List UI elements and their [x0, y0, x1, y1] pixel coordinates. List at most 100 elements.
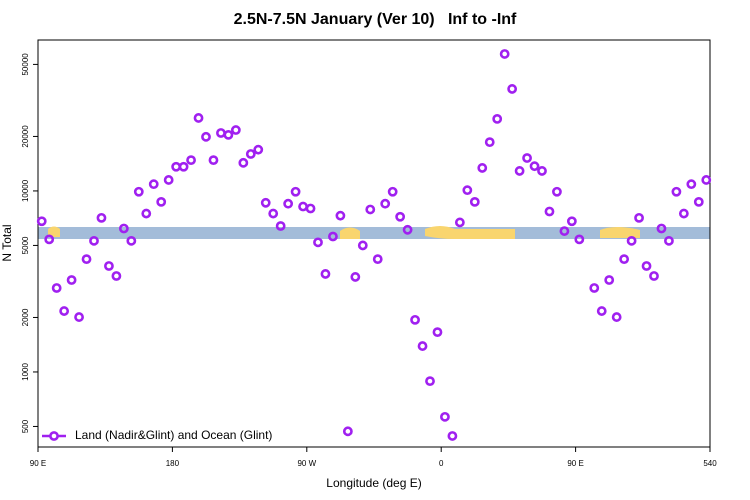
y-tick-label: 5000	[21, 236, 30, 254]
data-point	[589, 283, 600, 293]
data-point	[678, 208, 689, 219]
data-point	[559, 226, 570, 236]
data-point	[611, 312, 622, 322]
data-point	[649, 271, 659, 281]
x-axis-label: Longitude (deg E)	[326, 476, 421, 490]
x-tick-label: 180	[166, 459, 180, 468]
data-point	[193, 113, 204, 123]
data-point	[96, 212, 107, 223]
data-point	[477, 163, 488, 173]
data-point	[118, 223, 129, 234]
data-point	[432, 327, 443, 338]
data-point	[283, 198, 294, 209]
y-tick-label: 1000	[21, 363, 30, 381]
data-point	[514, 166, 525, 176]
data-point	[148, 179, 159, 190]
data-point	[81, 254, 92, 265]
data-point	[372, 254, 383, 265]
y-tick-label: 500	[21, 419, 30, 433]
data-point	[566, 216, 577, 227]
data-point	[208, 155, 219, 166]
data-point	[454, 217, 465, 228]
data-point	[104, 261, 114, 271]
x-tick-label: 90 E	[30, 459, 46, 468]
data-point	[425, 376, 435, 387]
y-tick-label: 50000	[21, 53, 30, 76]
ocean-band	[38, 227, 710, 239]
data-point	[342, 426, 353, 437]
data-point	[634, 212, 644, 223]
data-point	[462, 185, 473, 196]
chart-title: 2.5N-7.5N January (Ver 10) Inf to -Inf	[234, 11, 517, 28]
data-point	[402, 224, 413, 235]
legend-label: Land (Nadir&Glint) and Ocean (Glint)	[75, 428, 272, 442]
data-point	[313, 237, 323, 248]
data-point	[44, 234, 55, 245]
land-patch	[48, 226, 60, 237]
data-point	[604, 275, 615, 285]
data-point	[133, 186, 144, 197]
data-point	[544, 206, 555, 217]
data-point	[141, 208, 152, 219]
data-point	[59, 306, 70, 316]
data-point	[275, 221, 286, 231]
data-point	[641, 261, 652, 271]
data-point	[305, 203, 316, 214]
data-point	[163, 175, 174, 185]
data-point	[156, 196, 167, 207]
data-point	[328, 231, 338, 242]
data-point	[469, 196, 480, 207]
data-point	[320, 269, 331, 279]
data-point	[268, 208, 279, 219]
data-point	[701, 175, 712, 185]
data-point	[365, 204, 376, 215]
land-patch	[600, 227, 640, 238]
data-point	[417, 341, 428, 351]
x-tick-label: 540	[703, 459, 717, 468]
data-point	[656, 223, 667, 234]
data-point	[671, 186, 682, 197]
land-ocean-band	[38, 226, 710, 239]
data-point	[290, 186, 301, 197]
y-axis-label: N Total	[0, 224, 14, 261]
data-point	[395, 211, 406, 222]
data-point	[619, 254, 630, 265]
land-patch	[340, 227, 360, 239]
data-point	[89, 235, 99, 246]
data-point	[686, 179, 697, 190]
data-point	[447, 431, 458, 441]
data-point	[380, 198, 391, 209]
plot-frame	[37, 39, 711, 448]
data-point	[626, 235, 637, 246]
data-point	[126, 235, 137, 246]
data-point	[693, 196, 704, 207]
data-point	[552, 186, 562, 197]
x-tick-label: 0	[439, 459, 444, 468]
data-point	[335, 210, 346, 221]
data-point	[440, 411, 450, 422]
data-point	[596, 306, 607, 316]
data-point	[574, 234, 585, 245]
y-tick-label: 10000	[21, 179, 30, 202]
data-point	[260, 197, 271, 208]
data-point	[230, 125, 241, 135]
data-point	[238, 157, 249, 168]
data-point	[66, 275, 77, 285]
land-patch	[425, 226, 515, 239]
data-point	[410, 314, 420, 325]
data-point	[492, 113, 503, 124]
data-point	[245, 149, 256, 159]
y-tick-label: 2000	[21, 308, 30, 326]
data-point	[529, 161, 540, 172]
data-point	[186, 155, 196, 166]
data-point	[51, 283, 62, 293]
data-point	[664, 235, 674, 246]
data-point	[387, 186, 398, 197]
data-point	[74, 312, 84, 322]
data-point	[178, 161, 189, 172]
data-point	[499, 49, 510, 59]
data-point	[537, 166, 547, 176]
data-point	[201, 131, 211, 142]
